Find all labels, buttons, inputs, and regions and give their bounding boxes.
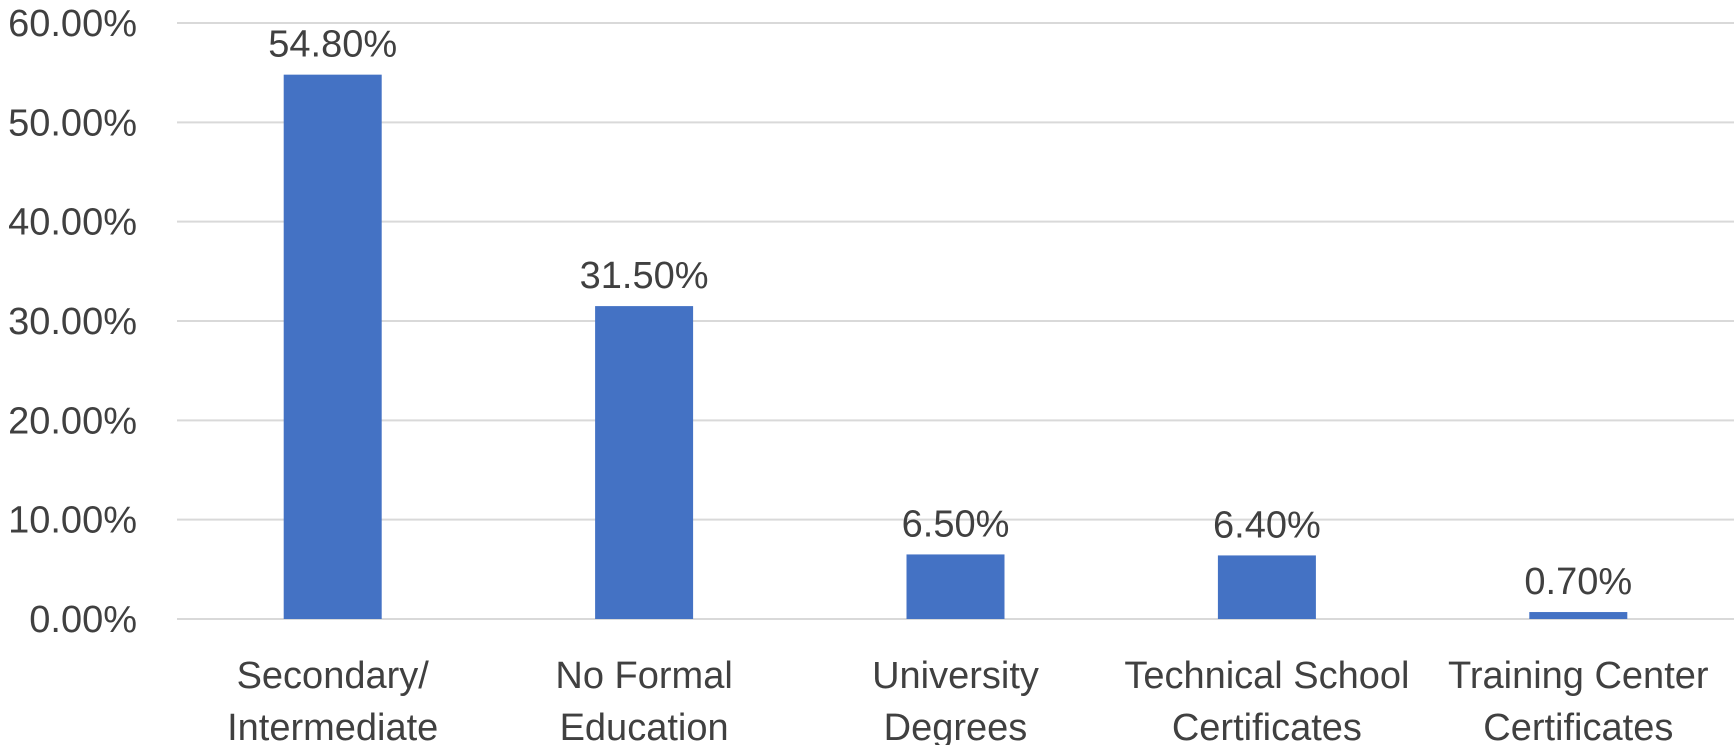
data-labels: 54.80% 31.50% 6.50% 6.40% 0.70% <box>268 24 1632 603</box>
data-label: 6.40% <box>1213 504 1321 546</box>
category-label: Certificates <box>1172 707 1362 745</box>
y-tick-label: 0.00% <box>29 599 137 641</box>
category-label: No Formal <box>555 655 732 697</box>
y-tick-label: 20.00% <box>8 400 137 442</box>
bar <box>906 554 1005 619</box>
data-label: 54.80% <box>268 24 397 66</box>
category-label: Secondary/ <box>237 655 430 697</box>
bar <box>283 74 382 620</box>
y-axis-ticks: 0.00% 10.00% 20.00% 30.00% 40.00% 50.00% 60.00… <box>8 3 137 641</box>
category-label: Certificates <box>1483 707 1673 745</box>
y-tick-label: 50.00% <box>8 102 137 144</box>
category-label: Intermediate <box>227 707 438 745</box>
y-tick-label: 30.00% <box>8 301 137 343</box>
category-label: Technical School <box>1124 655 1409 697</box>
data-label: 6.50% <box>902 503 1010 545</box>
category-label: Education <box>560 707 729 745</box>
bar <box>595 306 694 619</box>
bar <box>1217 555 1316 619</box>
category-label: Degrees <box>884 707 1028 745</box>
category-label: University <box>872 655 1039 697</box>
category-label: Training Center <box>1448 655 1709 697</box>
data-label: 31.50% <box>580 255 709 297</box>
bars <box>283 74 1628 620</box>
gridlines <box>177 22 1734 620</box>
x-axis-categories: Secondary/Intermediate No Formal Education… <box>227 655 1709 745</box>
y-tick-label: 60.00% <box>8 3 137 45</box>
y-tick-label: 10.00% <box>8 500 137 542</box>
bar <box>1529 612 1628 619</box>
data-label: 0.70% <box>1524 561 1632 603</box>
y-tick-label: 40.00% <box>8 202 137 244</box>
